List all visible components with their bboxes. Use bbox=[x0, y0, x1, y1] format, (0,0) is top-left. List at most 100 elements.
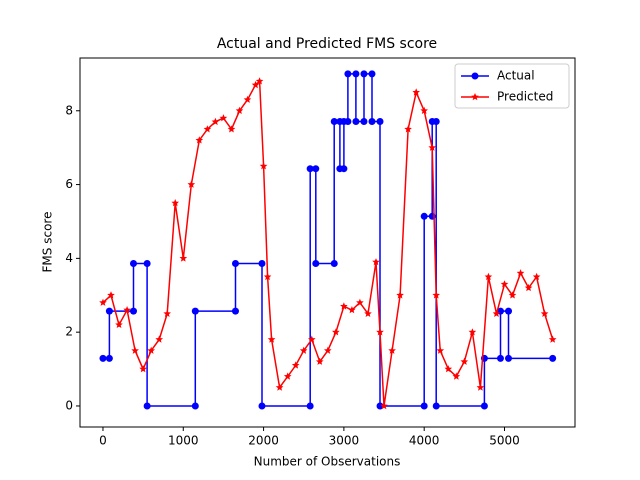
marker bbox=[291, 361, 300, 369]
marker bbox=[376, 402, 384, 410]
marker bbox=[195, 136, 204, 144]
marker bbox=[352, 70, 360, 78]
marker bbox=[306, 402, 314, 410]
marker bbox=[332, 328, 340, 336]
x-tick-label: 2000 bbox=[248, 434, 279, 448]
marker bbox=[508, 291, 517, 299]
marker bbox=[107, 291, 115, 299]
marker bbox=[211, 117, 220, 126]
marker bbox=[312, 165, 320, 173]
marker bbox=[356, 298, 364, 306]
marker bbox=[131, 346, 139, 354]
marker bbox=[312, 260, 320, 268]
marker bbox=[420, 212, 428, 220]
marker bbox=[99, 354, 107, 362]
marker bbox=[340, 165, 348, 173]
marker bbox=[191, 402, 199, 410]
marker bbox=[316, 357, 324, 365]
marker bbox=[432, 402, 440, 410]
marker bbox=[231, 260, 239, 268]
legend-label: Predicted bbox=[497, 90, 553, 104]
marker bbox=[344, 70, 352, 78]
x-tick-label: 0 bbox=[99, 434, 107, 448]
marker bbox=[480, 402, 488, 410]
marker bbox=[275, 383, 284, 391]
marker bbox=[203, 125, 212, 133]
marker bbox=[364, 309, 372, 317]
marker bbox=[388, 346, 396, 354]
marker bbox=[428, 143, 436, 151]
marker bbox=[549, 354, 557, 362]
marker bbox=[352, 117, 360, 125]
marker bbox=[255, 77, 264, 85]
plot-frame bbox=[79, 57, 576, 428]
y-tick-label: 0 bbox=[65, 398, 73, 412]
y-tick-label: 8 bbox=[65, 103, 73, 117]
marker bbox=[348, 306, 356, 314]
marker bbox=[412, 88, 420, 96]
series bbox=[99, 77, 557, 410]
marker bbox=[231, 307, 239, 315]
marker bbox=[263, 272, 272, 281]
legend-label: Actual bbox=[497, 69, 535, 83]
y-tick-label: 4 bbox=[65, 251, 73, 265]
marker bbox=[258, 260, 266, 268]
marker bbox=[344, 117, 352, 125]
marker bbox=[492, 309, 501, 317]
marker bbox=[540, 309, 549, 317]
marker bbox=[505, 354, 513, 362]
marker bbox=[147, 346, 155, 354]
marker bbox=[105, 354, 113, 362]
marker bbox=[368, 70, 376, 78]
x-tick-label: 3000 bbox=[329, 434, 360, 448]
marker bbox=[368, 117, 376, 125]
marker bbox=[484, 272, 493, 281]
x-axis-label: Number of Observations bbox=[254, 455, 401, 469]
marker bbox=[139, 365, 147, 373]
marker bbox=[444, 365, 453, 373]
marker bbox=[548, 335, 557, 343]
marker bbox=[468, 328, 477, 336]
marker bbox=[376, 328, 384, 336]
marker bbox=[396, 291, 404, 299]
marker bbox=[496, 354, 504, 362]
marker bbox=[500, 280, 509, 288]
y-axis-label: FMS score bbox=[41, 212, 55, 273]
marker bbox=[505, 307, 513, 315]
marker bbox=[432, 117, 440, 125]
marker bbox=[143, 260, 151, 268]
marker bbox=[227, 125, 236, 133]
marker bbox=[324, 346, 332, 354]
marker bbox=[360, 70, 368, 78]
x-tick-label: 4000 bbox=[409, 434, 440, 448]
marker bbox=[471, 72, 479, 80]
legend: Actual Predicted bbox=[454, 63, 570, 109]
chart-title: Actual and Predicted FMS score bbox=[217, 36, 437, 52]
marker bbox=[105, 307, 113, 315]
marker bbox=[155, 335, 163, 343]
marker bbox=[267, 335, 276, 343]
marker bbox=[360, 117, 368, 125]
marker bbox=[191, 307, 199, 315]
marker bbox=[99, 298, 107, 306]
marker bbox=[420, 106, 428, 114]
marker bbox=[420, 402, 428, 410]
marker bbox=[187, 180, 196, 188]
x-tick-label: 5000 bbox=[489, 434, 520, 448]
series bbox=[99, 70, 557, 410]
marker bbox=[532, 272, 541, 281]
marker bbox=[129, 260, 137, 268]
marker bbox=[251, 80, 260, 89]
marker bbox=[471, 93, 479, 101]
marker bbox=[340, 302, 348, 310]
marker bbox=[243, 95, 252, 103]
marker bbox=[380, 402, 388, 410]
x-tick-label: 1000 bbox=[168, 434, 199, 448]
marker bbox=[452, 372, 461, 380]
marker bbox=[163, 309, 171, 317]
marker bbox=[235, 106, 244, 114]
marker bbox=[376, 117, 384, 125]
marker bbox=[171, 199, 179, 207]
